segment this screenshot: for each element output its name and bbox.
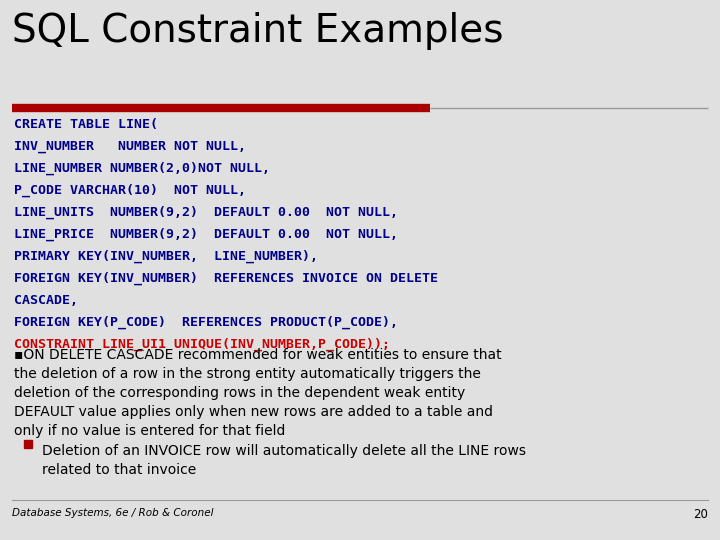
Text: deletion of the corresponding rows in the dependent weak entity: deletion of the corresponding rows in th… [14,386,465,400]
Text: FOREIGN KEY(P_CODE)  REFERENCES PRODUCT(P_CODE),: FOREIGN KEY(P_CODE) REFERENCES PRODUCT(P… [14,316,398,329]
Text: FOREIGN KEY(INV_NUMBER)  REFERENCES INVOICE ON DELETE: FOREIGN KEY(INV_NUMBER) REFERENCES INVOI… [14,272,438,285]
Text: CONSTRAINT LINE_UI1 UNIQUE(INV_NUMBER,P_CODE));: CONSTRAINT LINE_UI1 UNIQUE(INV_NUMBER,P_… [14,338,390,352]
Text: LINE_UNITS  NUMBER(9,2)  DEFAULT 0.00  NOT NULL,: LINE_UNITS NUMBER(9,2) DEFAULT 0.00 NOT … [14,206,398,219]
Text: Database Systems, 6e / Rob & Coronel: Database Systems, 6e / Rob & Coronel [12,508,214,518]
Text: CASCADE,: CASCADE, [14,294,78,307]
Text: Deletion of an INVOICE row will automatically delete all the LINE rows: Deletion of an INVOICE row will automati… [42,444,526,458]
Text: INV_NUMBER   NUMBER NOT NULL,: INV_NUMBER NUMBER NOT NULL, [14,140,246,153]
Text: the deletion of a row in the strong entity automatically triggers the: the deletion of a row in the strong enti… [14,367,481,381]
Text: SQL Constraint Examples: SQL Constraint Examples [12,12,503,50]
Text: related to that invoice: related to that invoice [42,463,197,477]
Text: PRIMARY KEY(INV_NUMBER,  LINE_NUMBER),: PRIMARY KEY(INV_NUMBER, LINE_NUMBER), [14,250,318,264]
Text: LINE_NUMBER NUMBER(2,0)NOT NULL,: LINE_NUMBER NUMBER(2,0)NOT NULL, [14,162,270,176]
Text: 20: 20 [693,508,708,521]
Text: P_CODE VARCHAR(10)  NOT NULL,: P_CODE VARCHAR(10) NOT NULL, [14,184,246,197]
Text: only if no value is entered for that field: only if no value is entered for that fie… [14,424,285,438]
Text: ▪ON DELETE CASCADE recommended for weak entities to ensure that: ▪ON DELETE CASCADE recommended for weak … [14,348,502,362]
Text: CREATE TABLE LINE(: CREATE TABLE LINE( [14,118,158,131]
Text: LINE_PRICE  NUMBER(9,2)  DEFAULT 0.00  NOT NULL,: LINE_PRICE NUMBER(9,2) DEFAULT 0.00 NOT … [14,228,398,241]
Text: DEFAULT value applies only when new rows are added to a table and: DEFAULT value applies only when new rows… [14,405,493,419]
